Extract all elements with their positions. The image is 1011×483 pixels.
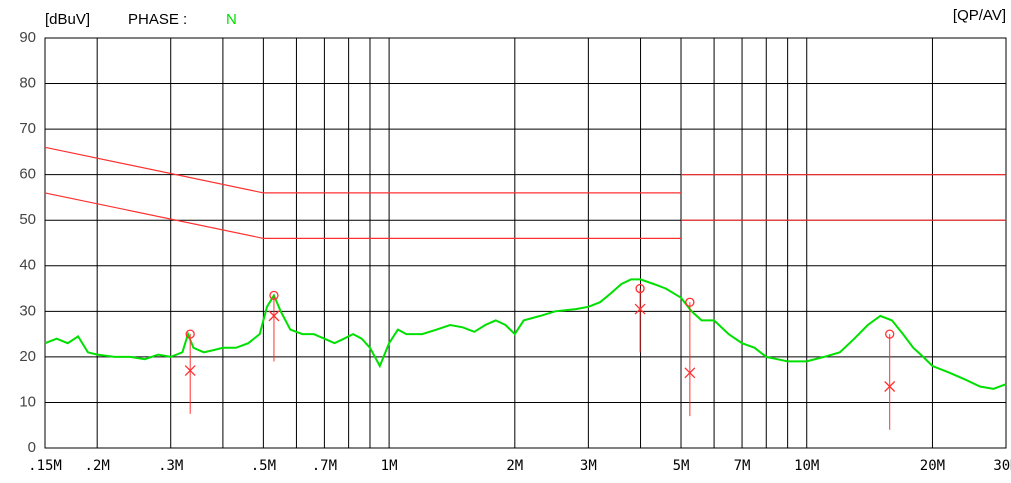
x-tick-label: .7M — [312, 458, 337, 474]
y-tick-label: 90 — [19, 29, 36, 46]
y-tick-label: 10 — [19, 393, 36, 410]
av-marker — [884, 381, 896, 392]
phase-value: N — [226, 11, 237, 28]
phase-label: PHASE : — [128, 11, 187, 28]
y-tick-label: 70 — [19, 120, 36, 137]
plot-frame — [44, 37, 1007, 449]
x-tick-label: 5M — [673, 458, 690, 474]
qp-marker — [685, 297, 695, 307]
x-tick-label: .15M — [28, 458, 62, 474]
y-unit: [dBuV] — [45, 11, 90, 28]
y-tick-label: 80 — [19, 75, 36, 92]
x-tick-label: 20M — [920, 458, 945, 474]
av-marker — [634, 303, 646, 315]
qp-marker — [269, 290, 279, 301]
y-tick-label: 20 — [19, 348, 36, 365]
y-tick-label: 0 — [28, 439, 36, 456]
x-tick-label: 10M — [794, 458, 819, 474]
x-tick-label: .5M — [251, 458, 276, 474]
x-tick-label: 2M — [506, 458, 523, 474]
series-line — [44, 278, 1007, 390]
y-tick-label: 60 — [19, 166, 36, 183]
series-line — [44, 146, 1006, 194]
av-marker — [184, 365, 196, 377]
x-tick-label: .3M — [158, 458, 183, 474]
x-tick-label: 7M — [734, 458, 751, 474]
qp-marker — [635, 283, 645, 294]
x-tick-label: 30M — [993, 458, 1011, 474]
y-tick-label: 30 — [19, 302, 36, 319]
x-tick-label: 3M — [580, 458, 597, 474]
x-tick-label: 1M — [381, 458, 398, 474]
y-tick-label: 40 — [19, 257, 36, 274]
av-marker — [268, 310, 280, 322]
mode-label: [QP/AV] — [953, 7, 1006, 24]
qp-marker — [185, 329, 195, 339]
x-tick-label: .2M — [85, 458, 110, 474]
qp-marker — [885, 329, 895, 339]
y-tick-label: 50 — [19, 211, 36, 228]
series-line — [44, 192, 1006, 239]
av-marker — [684, 367, 696, 379]
